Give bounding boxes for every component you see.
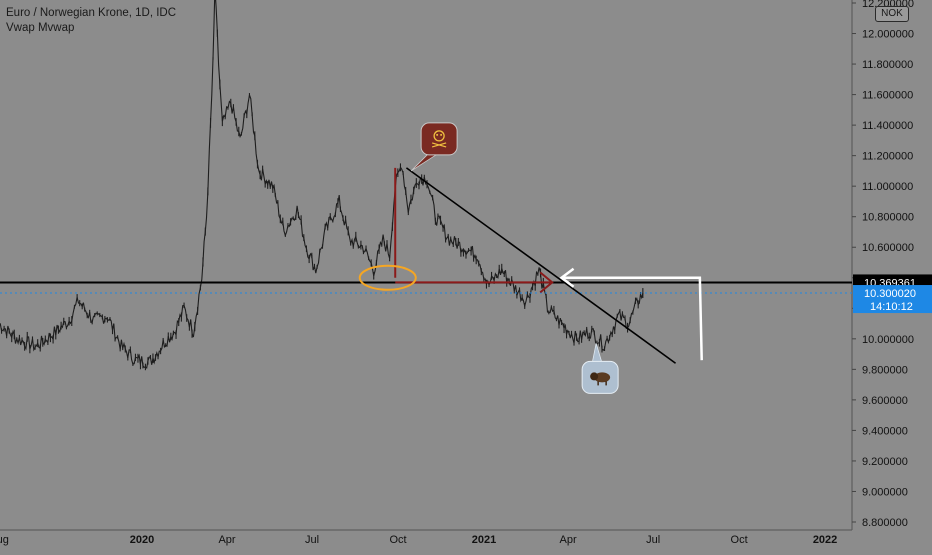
y-tick-label: 11.800000 (862, 59, 913, 71)
price-series-line (0, 0, 644, 369)
y-tick-label: 11.200000 (862, 151, 913, 163)
x-tick-label: Jul (646, 534, 660, 546)
x-tick-label: Aug (0, 534, 9, 546)
y-tick-label: 9.600000 (862, 395, 908, 407)
orange-ellipse-highlight[interactable] (358, 264, 417, 291)
price-axis-labels: 12.200000 12.000000 11.800000 11.600000 11.4… (852, 0, 932, 529)
y-tick-label: 11.000000 (862, 181, 913, 193)
x-tick-label: Oct (731, 534, 748, 546)
x-tick-label: 2021 (472, 534, 496, 546)
y-tick-label: 9.800000 (862, 364, 908, 376)
white-arrow-path[interactable] (561, 276, 703, 361)
x-tick-label: Oct (389, 534, 406, 546)
y-tick-label: 9.200000 (862, 456, 908, 468)
x-tick-label: 2022 (813, 534, 837, 546)
y-tick-label: 9.400000 (862, 425, 908, 437)
bison-icon (590, 372, 611, 386)
price-axis (851, 0, 932, 530)
symbol-title[interactable]: Euro / Norwegian Krone, 1D, IDC (6, 7, 177, 19)
time-axis: Aug 2020 Apr Jul Oct 2021 Apr Jul Oct 2022 (0, 529, 932, 550)
y-tick-label: 8.800000 (862, 517, 908, 529)
x-tick-label: Apr (218, 534, 235, 546)
bar-countdown: 14:10:12 (870, 301, 913, 313)
indicator-label[interactable]: Vwap Mvwap (6, 22, 75, 34)
price-axis-panel (852, 0, 932, 530)
skull-crossbones-icon (431, 130, 447, 148)
x-tick-label: 2020 (130, 534, 154, 546)
y-tick-label: 10.800000 (862, 212, 914, 224)
chart-legend: Euro / Norwegian Krone, 1D, IDC Vwap Mvw… (6, 6, 176, 36)
y-tick-label: 12.200000 (862, 0, 914, 10)
y-tick-label: 10.000000 (862, 334, 914, 346)
x-tick-label: Jul (305, 534, 319, 546)
x-tick-label: Apr (560, 534, 577, 546)
last-price-value: 10.300020 (864, 288, 916, 300)
red-arrow-head (539, 271, 554, 294)
trend-line[interactable] (405, 167, 677, 364)
y-tick-label: 11.600000 (862, 90, 913, 102)
plot-area[interactable] (0, 0, 852, 394)
y-tick-label: 9.000000 (862, 486, 908, 498)
y-tick-label: 11.400000 (862, 120, 913, 132)
time-axis-panel (0, 530, 932, 550)
white-arrow-head (559, 267, 575, 288)
y-tick-label: 12.000000 (862, 29, 914, 41)
currency-button[interactable]: NOK (875, 6, 909, 22)
bear-tooltip[interactable] (420, 122, 458, 156)
y-tick-label: 10.600000 (862, 242, 914, 254)
